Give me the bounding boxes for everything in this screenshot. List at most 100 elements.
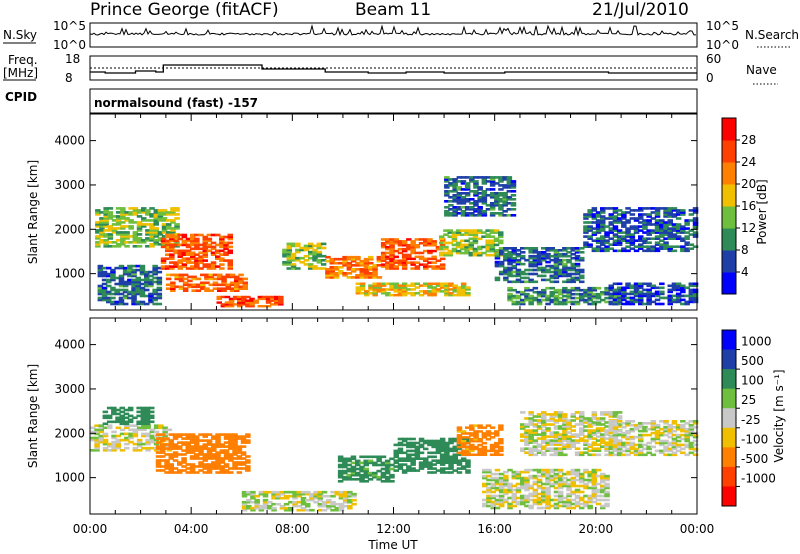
heatmap-cell <box>238 277 244 281</box>
heatmap-cell <box>120 207 126 210</box>
heatmap-cell <box>498 272 505 276</box>
heatmap-cell <box>503 488 509 492</box>
heatmap-cell <box>494 262 501 266</box>
heatmap-cell <box>135 278 141 282</box>
heatmap-cell <box>157 233 164 236</box>
freq-label: Freq. <box>8 53 38 67</box>
heatmap-cell <box>452 293 458 297</box>
heatmap-cell <box>166 219 172 222</box>
heatmap-cell <box>545 427 551 430</box>
heatmap-cell <box>625 300 631 304</box>
heatmap-cell <box>153 449 160 452</box>
heatmap-cell <box>448 439 454 443</box>
heatmap-cell <box>638 429 644 433</box>
heatmap-cell <box>557 449 564 452</box>
heatmap-cell <box>553 449 560 452</box>
heatmap-cell <box>528 421 534 424</box>
heatmap-cell <box>595 245 602 248</box>
heatmap-cell <box>342 496 349 500</box>
heatmap-cell <box>99 233 105 236</box>
heatmap-cell <box>510 194 517 197</box>
heatmap-cell <box>144 408 151 412</box>
heatmap-cell <box>675 227 682 230</box>
heatmap-cell <box>334 490 340 494</box>
heatmap-cell <box>494 480 501 484</box>
heatmap-cell <box>97 284 104 288</box>
heatmap-cell <box>570 425 576 428</box>
heatmap-cell <box>241 490 248 494</box>
heatmap-cell <box>671 235 678 238</box>
heatmap-cell <box>520 302 526 306</box>
heatmap-cell <box>460 284 467 287</box>
heatmap-cell <box>181 441 187 444</box>
heatmap-cell <box>376 282 383 285</box>
heatmap-cell <box>562 476 568 480</box>
heatmap-cell <box>115 219 122 222</box>
heatmap-cell <box>172 447 179 450</box>
heatmap-cell <box>240 467 247 470</box>
heatmap-cell <box>439 471 446 474</box>
heatmap-cell <box>498 264 505 268</box>
heatmap-cell <box>498 428 504 431</box>
heatmap-cell <box>642 227 648 230</box>
heatmap-cell <box>308 267 314 270</box>
heatmap-cell <box>406 244 412 247</box>
heatmap-cell <box>460 445 467 449</box>
heatmap-cell <box>342 504 349 508</box>
heatmap-cell <box>237 299 243 302</box>
heatmap-cell <box>515 500 522 504</box>
heatmap-cell <box>625 447 631 451</box>
heatmap-cell <box>174 225 180 228</box>
heatmap-cell <box>549 266 555 270</box>
heatmap-cell <box>132 449 139 452</box>
power-colorbar-tick-label: 8 <box>741 243 749 257</box>
heatmap-cell <box>380 259 387 262</box>
heatmap-cell <box>515 496 522 500</box>
heatmap-cell <box>574 411 581 414</box>
heatmap-cell <box>149 239 155 242</box>
heatmap-cell <box>286 261 292 264</box>
heatmap-cell <box>265 299 272 302</box>
heatmap-cell <box>107 245 114 248</box>
heatmap-cell <box>115 217 122 220</box>
heatmap-cell <box>503 470 509 474</box>
heatmap-cell <box>692 294 699 298</box>
heatmap-cell <box>410 459 416 462</box>
heatmap-cell <box>553 502 560 506</box>
heatmap-cell <box>583 482 589 486</box>
heatmap-cell <box>570 272 576 276</box>
heatmap-cell <box>115 211 122 214</box>
heatmap-cell <box>515 260 522 264</box>
heatmap-cell <box>286 248 292 252</box>
heatmap-cell <box>206 239 213 243</box>
heatmap-cell <box>490 486 496 490</box>
heatmap-cell <box>120 213 126 216</box>
heatmap-cell <box>667 245 673 248</box>
heatmap-cell <box>557 274 564 278</box>
heatmap-cell <box>608 443 614 446</box>
heatmap-cell <box>456 445 463 449</box>
heatmap-cell <box>498 424 504 427</box>
heatmap-cell <box>583 439 589 442</box>
heatmap-cell <box>536 258 543 262</box>
heatmap-cell <box>587 435 593 438</box>
heatmap-cell <box>511 258 517 262</box>
heatmap-cell <box>612 413 619 416</box>
heatmap-cell <box>431 467 437 470</box>
heatmap-cell <box>245 303 251 306</box>
heatmap-cell <box>511 302 517 306</box>
heatmap-cell <box>675 445 682 449</box>
heatmap-cell <box>295 248 301 252</box>
heatmap-cell <box>337 463 344 467</box>
heatmap-cell <box>473 176 479 179</box>
heatmap-cell <box>397 244 404 247</box>
heatmap-cell <box>110 274 116 278</box>
heatmap-cell <box>562 431 568 434</box>
heatmap-cell <box>490 482 496 486</box>
heatmap-cell <box>329 268 335 271</box>
heatmap-cell <box>321 508 328 512</box>
heatmap-cell <box>152 268 158 272</box>
heatmap-cell <box>612 215 619 218</box>
heatmap-cell <box>97 296 104 300</box>
heatmap-cell <box>612 423 619 427</box>
